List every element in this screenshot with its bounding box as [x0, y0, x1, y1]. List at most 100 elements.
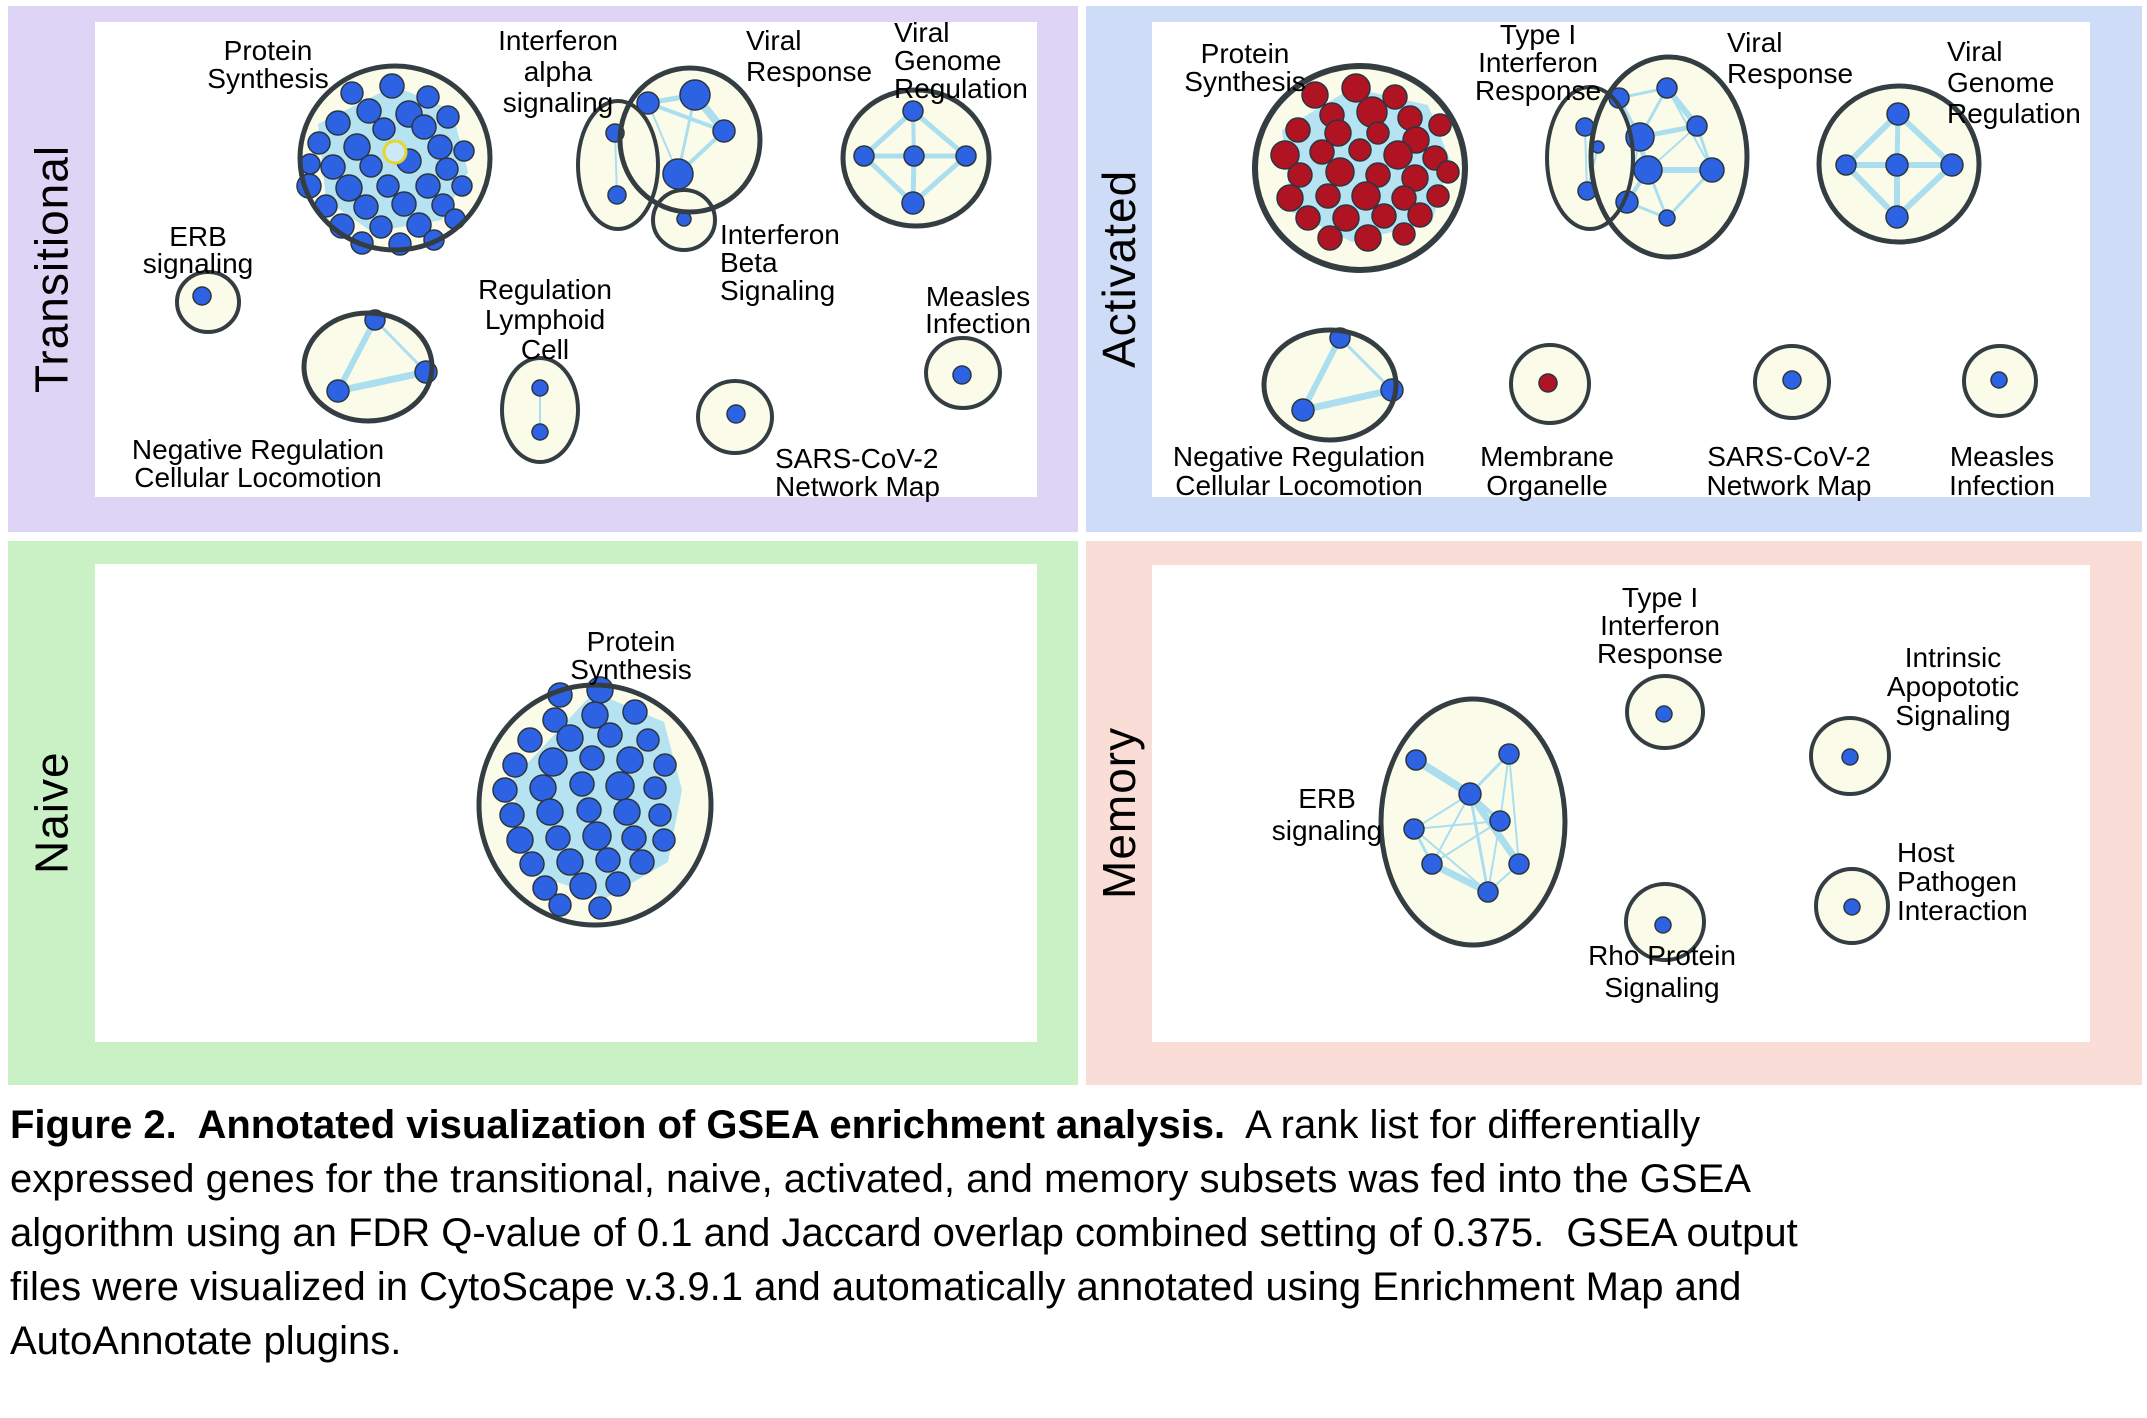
activated-sars-cov-2-network-map-label: Network Map	[1707, 470, 1872, 501]
memory-host-pathogen-interaction-label: Pathogen	[1897, 866, 2017, 897]
network-node	[588, 896, 612, 920]
cluster-memory-erb-signaling	[1381, 699, 1565, 945]
transitional-protein-synthesis-label: Synthesis	[207, 63, 328, 94]
transitional-regulation-lymphoid-cell-label: Regulation	[478, 274, 612, 305]
network-node	[1508, 853, 1530, 875]
network-node	[1835, 154, 1857, 176]
transitional-negative-regulation-cellular-locomotion-label: Negative Regulation	[132, 434, 384, 465]
network-node	[1391, 185, 1417, 211]
network-node	[1383, 140, 1413, 170]
transitional-viral-genome-regulation-label: Viral	[894, 17, 950, 48]
network-node	[1426, 184, 1450, 208]
network-node	[453, 140, 475, 162]
network-node	[1656, 77, 1678, 99]
network-node	[1990, 371, 2008, 389]
activated-membrane-organelle-label: Organelle	[1486, 470, 1607, 501]
memory-host-pathogen-interaction-label: Host	[1897, 837, 1955, 868]
activated-measles-infection-label: Measles	[1950, 441, 2054, 472]
network-node	[1295, 205, 1321, 231]
activated-sars-cov-2-network-map-label: SARS-CoV-2	[1707, 441, 1870, 472]
activated-negative-regulation-cellular-locomotion-outline	[1261, 327, 1399, 443]
transitional-erb-signaling-outline	[175, 270, 241, 334]
figure-caption: Figure 2. Annotated visualization of GSE…	[10, 1098, 2132, 1368]
network-node	[1458, 782, 1482, 806]
network-node	[548, 893, 572, 917]
transitional-viral-genome-regulation-label: Genome	[894, 45, 1001, 76]
memory-type-i-interferon-response-outline	[1625, 674, 1705, 750]
network-node	[1498, 743, 1520, 765]
network-node	[356, 98, 382, 124]
network-node	[1332, 204, 1360, 232]
transitional-negative-regulation-cellular-locomotion-label: Cellular Locomotion	[134, 462, 381, 493]
network-edge	[910, 153, 969, 206]
memory-erb-signaling-outline	[1378, 696, 1568, 948]
memory-rho-protein-signaling-label: Rho Protein	[1588, 940, 1736, 971]
network-node	[372, 117, 396, 141]
network-node	[1655, 705, 1673, 723]
network-node	[499, 802, 525, 828]
network-node	[605, 771, 635, 801]
network-node	[379, 73, 405, 99]
network-node	[416, 85, 440, 109]
network-node	[1658, 209, 1676, 227]
network-node	[597, 722, 623, 748]
network-node	[582, 821, 612, 851]
transitional-negative-regulation-cellular-locomotion-outline	[301, 310, 435, 424]
network-node	[1371, 203, 1397, 229]
transitional-interferon-beta-signaling-label: Interferon	[720, 219, 840, 250]
transitional-sars-cov-2-network-map-label: Network Map	[775, 471, 940, 502]
memory-intrinsic-apopototic-signaling-label: Apopototic	[1887, 671, 2019, 702]
network-node	[712, 119, 736, 143]
network-node	[519, 851, 545, 877]
network-node	[1382, 84, 1408, 110]
network-edge	[1584, 126, 1588, 192]
network-node	[652, 828, 676, 852]
network-node	[1654, 916, 1672, 934]
network-node	[569, 771, 595, 797]
activated-protein-synthesis-outline	[1252, 63, 1468, 273]
naive-protein-synthesis-outline	[476, 682, 714, 928]
activated-type-i-interferon-response-label: Type I	[1500, 19, 1576, 50]
transitional-interferon-beta-signaling-label: Signaling	[720, 275, 835, 306]
activated-type-i-interferon-response-label: Interferon	[1478, 47, 1598, 78]
network-edge	[1338, 336, 1394, 392]
network-node	[1699, 157, 1725, 183]
network-node	[1405, 749, 1427, 771]
memory-intrinsic-apopototic-signaling-label: Signaling	[1895, 700, 2010, 731]
network-node	[326, 379, 350, 403]
memory-type-i-interferon-response-label: Type I	[1622, 582, 1698, 613]
activated-viral-genome-regulation-label: Viral	[1947, 36, 2003, 67]
network-edge	[1508, 753, 1520, 865]
network-edge	[373, 318, 428, 374]
layer-ring	[175, 54, 2038, 962]
network-edge	[614, 132, 618, 196]
activated-type-i-interferon-response-label: Response	[1475, 75, 1601, 106]
memory-rho-protein-signaling-outline	[1624, 882, 1706, 962]
caption-title: Figure 2. Annotated visualization of GSE…	[10, 1103, 1226, 1147]
network-edge	[1894, 162, 1955, 220]
network-node	[353, 194, 379, 220]
network-node	[1436, 160, 1460, 184]
caption-body: A rank list for differentially expressed…	[10, 1103, 1798, 1363]
network-node	[952, 365, 972, 385]
network-node	[1885, 205, 1909, 229]
network-node	[648, 803, 672, 827]
network-node	[605, 871, 631, 897]
transitional-viral-genome-regulation-outline	[840, 87, 992, 229]
transitional-interferon-alpha-signaling-label: signaling	[503, 87, 614, 118]
network-node	[607, 185, 627, 205]
network-edge	[1843, 111, 1901, 168]
network-node	[579, 745, 605, 771]
network-node	[1348, 138, 1372, 162]
network-node	[653, 753, 677, 777]
network-node	[643, 776, 667, 800]
network-node	[307, 131, 331, 155]
transitional-erb-signaling-label: ERB	[169, 221, 227, 252]
network-node	[192, 286, 212, 306]
network-node	[901, 191, 925, 215]
network-node	[376, 174, 400, 198]
network-node	[542, 707, 568, 733]
activated-protein-synthesis-label: Protein	[1201, 38, 1290, 69]
network-node	[411, 114, 437, 140]
network-node	[406, 212, 432, 238]
